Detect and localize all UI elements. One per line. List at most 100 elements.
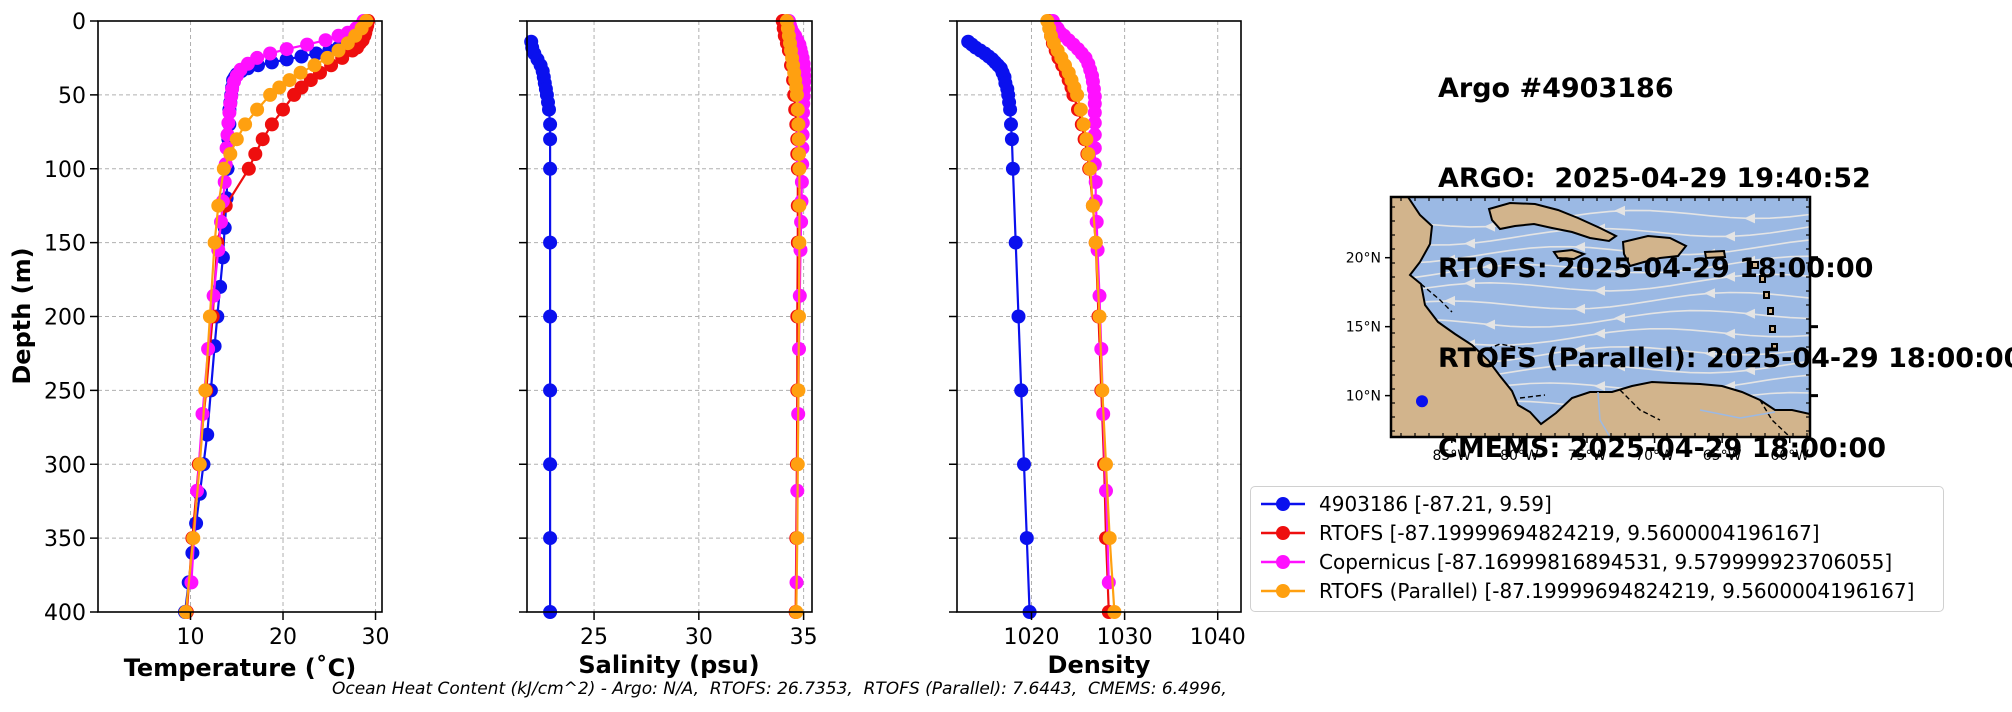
streamline-arrow: [1744, 365, 1755, 376]
temperature-point-rtofs-parallel: [186, 531, 201, 546]
map-lat-label: 10°N: [1346, 389, 1381, 405]
salinity-series-rtofs-parallel: [779, 14, 807, 619]
temperature-grid: [98, 20, 382, 613]
density-point-argo: [1014, 383, 1029, 398]
density-point-argo: [1019, 531, 1034, 546]
density-point-argo: [1003, 102, 1018, 117]
legend-marker-rtofs-parallel: [1261, 584, 1305, 598]
temperature-point-copernicus: [221, 115, 236, 130]
temperature-point-rtofs: [248, 147, 263, 161]
streamline: [1391, 209, 1810, 228]
depth-tick-label: 300: [44, 453, 86, 478]
salinity-grid: [527, 20, 812, 613]
density-point-argo: [1011, 309, 1026, 324]
central-america-land: [1391, 197, 1810, 437]
puerto-rico-island: [1703, 249, 1727, 260]
temperature-point-copernicus: [222, 105, 237, 120]
streamline-arrow: [1704, 348, 1715, 359]
temperature-ticks: 0 50 100 150 200 250 300 350 400 10 20 30: [44, 10, 390, 650]
temperature-series: [178, 14, 376, 619]
density-ticks: 1020 1030 1040: [949, 20, 1246, 650]
density-point-argo: [1004, 117, 1018, 132]
salinity-point-rtofs-parallel: [790, 531, 805, 546]
salinity-xtick-label: 25: [580, 625, 608, 650]
density-point-copernicus: [1087, 105, 1102, 120]
density-point-rtofs-parallel: [1081, 147, 1096, 161]
temperature-point-rtofs-parallel: [250, 102, 265, 117]
density-point-rtofs-parallel: [1079, 132, 1094, 147]
density-point-rtofs-parallel: [1070, 87, 1085, 102]
legend-marker-argo: [1261, 497, 1305, 511]
map-lat-label: 20°N: [1346, 251, 1381, 267]
streamline-arrow: [1704, 288, 1715, 299]
legend-label-argo: 4903186 [-87.21, 9.59]: [1319, 492, 1552, 516]
density-point-rtofs-parallel: [1102, 531, 1117, 546]
streamline-arrow: [1614, 313, 1625, 324]
temperature-point-rtofs-parallel: [223, 147, 238, 161]
streamline-arrow: [1574, 303, 1585, 314]
temperature-point-rtofs-parallel: [293, 65, 308, 80]
temperature-series-copernicus: [184, 14, 371, 590]
salinity-xtick-label: 35: [790, 625, 818, 650]
density-point-rtofs-parallel: [1088, 235, 1103, 250]
temperature-panel: 0 50 100 150 200 250 300 350 400 10 20 30 Temperatu…: [8, 10, 390, 682]
temperature-point-rtofs-parallel: [282, 73, 297, 88]
legend-marker-rtofs: [1261, 526, 1305, 540]
temperature-point-rtofs-parallel: [238, 117, 253, 132]
temperature-point-copernicus: [206, 288, 221, 303]
temperature-point-rtofs: [264, 117, 279, 132]
map-lat-label: 15°N: [1346, 320, 1381, 336]
salinity-point-argo: [543, 383, 558, 398]
temperature-xtick-label: 20: [269, 625, 297, 650]
salinity-point-rtofs-parallel: [791, 383, 806, 398]
temperature-point-rtofs: [276, 102, 290, 117]
depth-tick-label: 0: [72, 10, 86, 35]
title-line-argo-time: ARGO: 2025-04-29 19:40:52: [1438, 163, 1871, 194]
temperature-point-rtofs-parallel: [207, 235, 222, 250]
streamline: [1391, 309, 1810, 328]
map-lon-label: 60°W: [1770, 448, 1809, 464]
legend-item-rtofs: RTOFS [-87.19999694824219, 9.56000041961…: [1259, 519, 1820, 547]
cuba-island: [1487, 201, 1618, 243]
streamline: [1391, 239, 1810, 264]
salinity-point-rtofs-parallel: [791, 132, 806, 147]
salinity-point-rtofs-parallel: [792, 147, 806, 161]
salinity-xtick-label: 30: [685, 625, 713, 650]
temperature-xlabel: Temperature (˚C): [124, 654, 357, 682]
depth-tick-label: 100: [44, 158, 86, 183]
streamline-arrow: [1594, 328, 1605, 339]
salinity-ticks: 25 30 35: [519, 20, 818, 650]
density-line-argo: [967, 40, 1031, 613]
salinity-series: [524, 14, 812, 619]
map-borders: [1420, 283, 1791, 437]
map-lon-label: 70°W: [1635, 448, 1674, 464]
depth-tick-label: 250: [44, 379, 86, 404]
streamline-arrow: [1724, 328, 1735, 339]
streamline-arrow: [1484, 221, 1495, 232]
salinity-point-rtofs-parallel: [790, 457, 805, 472]
salinity-point-rtofs-parallel: [792, 235, 807, 250]
salinity-xlabel: Salinity (psu): [578, 651, 759, 679]
temperature-point-copernicus: [217, 175, 232, 189]
salinity-point-rtofs-parallel: [792, 161, 807, 176]
streamline-arrow: [1444, 254, 1455, 265]
density-point-copernicus: [1087, 115, 1102, 130]
streamline-arrow: [1484, 319, 1495, 330]
map-rivers: [1597, 391, 1776, 437]
streamline-arrow: [1594, 285, 1605, 296]
density-xtick-label: 1020: [1003, 625, 1059, 650]
map-land: [1391, 197, 1810, 437]
density-point-argo: [1008, 235, 1023, 250]
legend-item-rtofs-parallel: RTOFS (Parallel) [-87.19999694824219, 9.…: [1259, 577, 1914, 605]
legend-label-rtofs: RTOFS [-87.19999694824219, 9.56000041961…: [1319, 521, 1820, 545]
ocean-heat-content-note: Ocean Heat Content (kJ/cm^2) - Argo: N/A…: [332, 679, 1227, 699]
temperature-series-rtofs-parallel: [178, 14, 374, 619]
salinity-point-argo: [543, 457, 558, 472]
salinity-series-argo: [524, 34, 558, 619]
temperature-point-copernicus: [184, 575, 199, 590]
salinity-point-rtofs-parallel: [792, 309, 806, 324]
depth-tick-label: 200: [44, 306, 86, 331]
depth-tick-label: 50: [58, 84, 86, 109]
depth-tick-label: 150: [44, 232, 86, 257]
density-series-rtofs-parallel: [1040, 14, 1122, 619]
